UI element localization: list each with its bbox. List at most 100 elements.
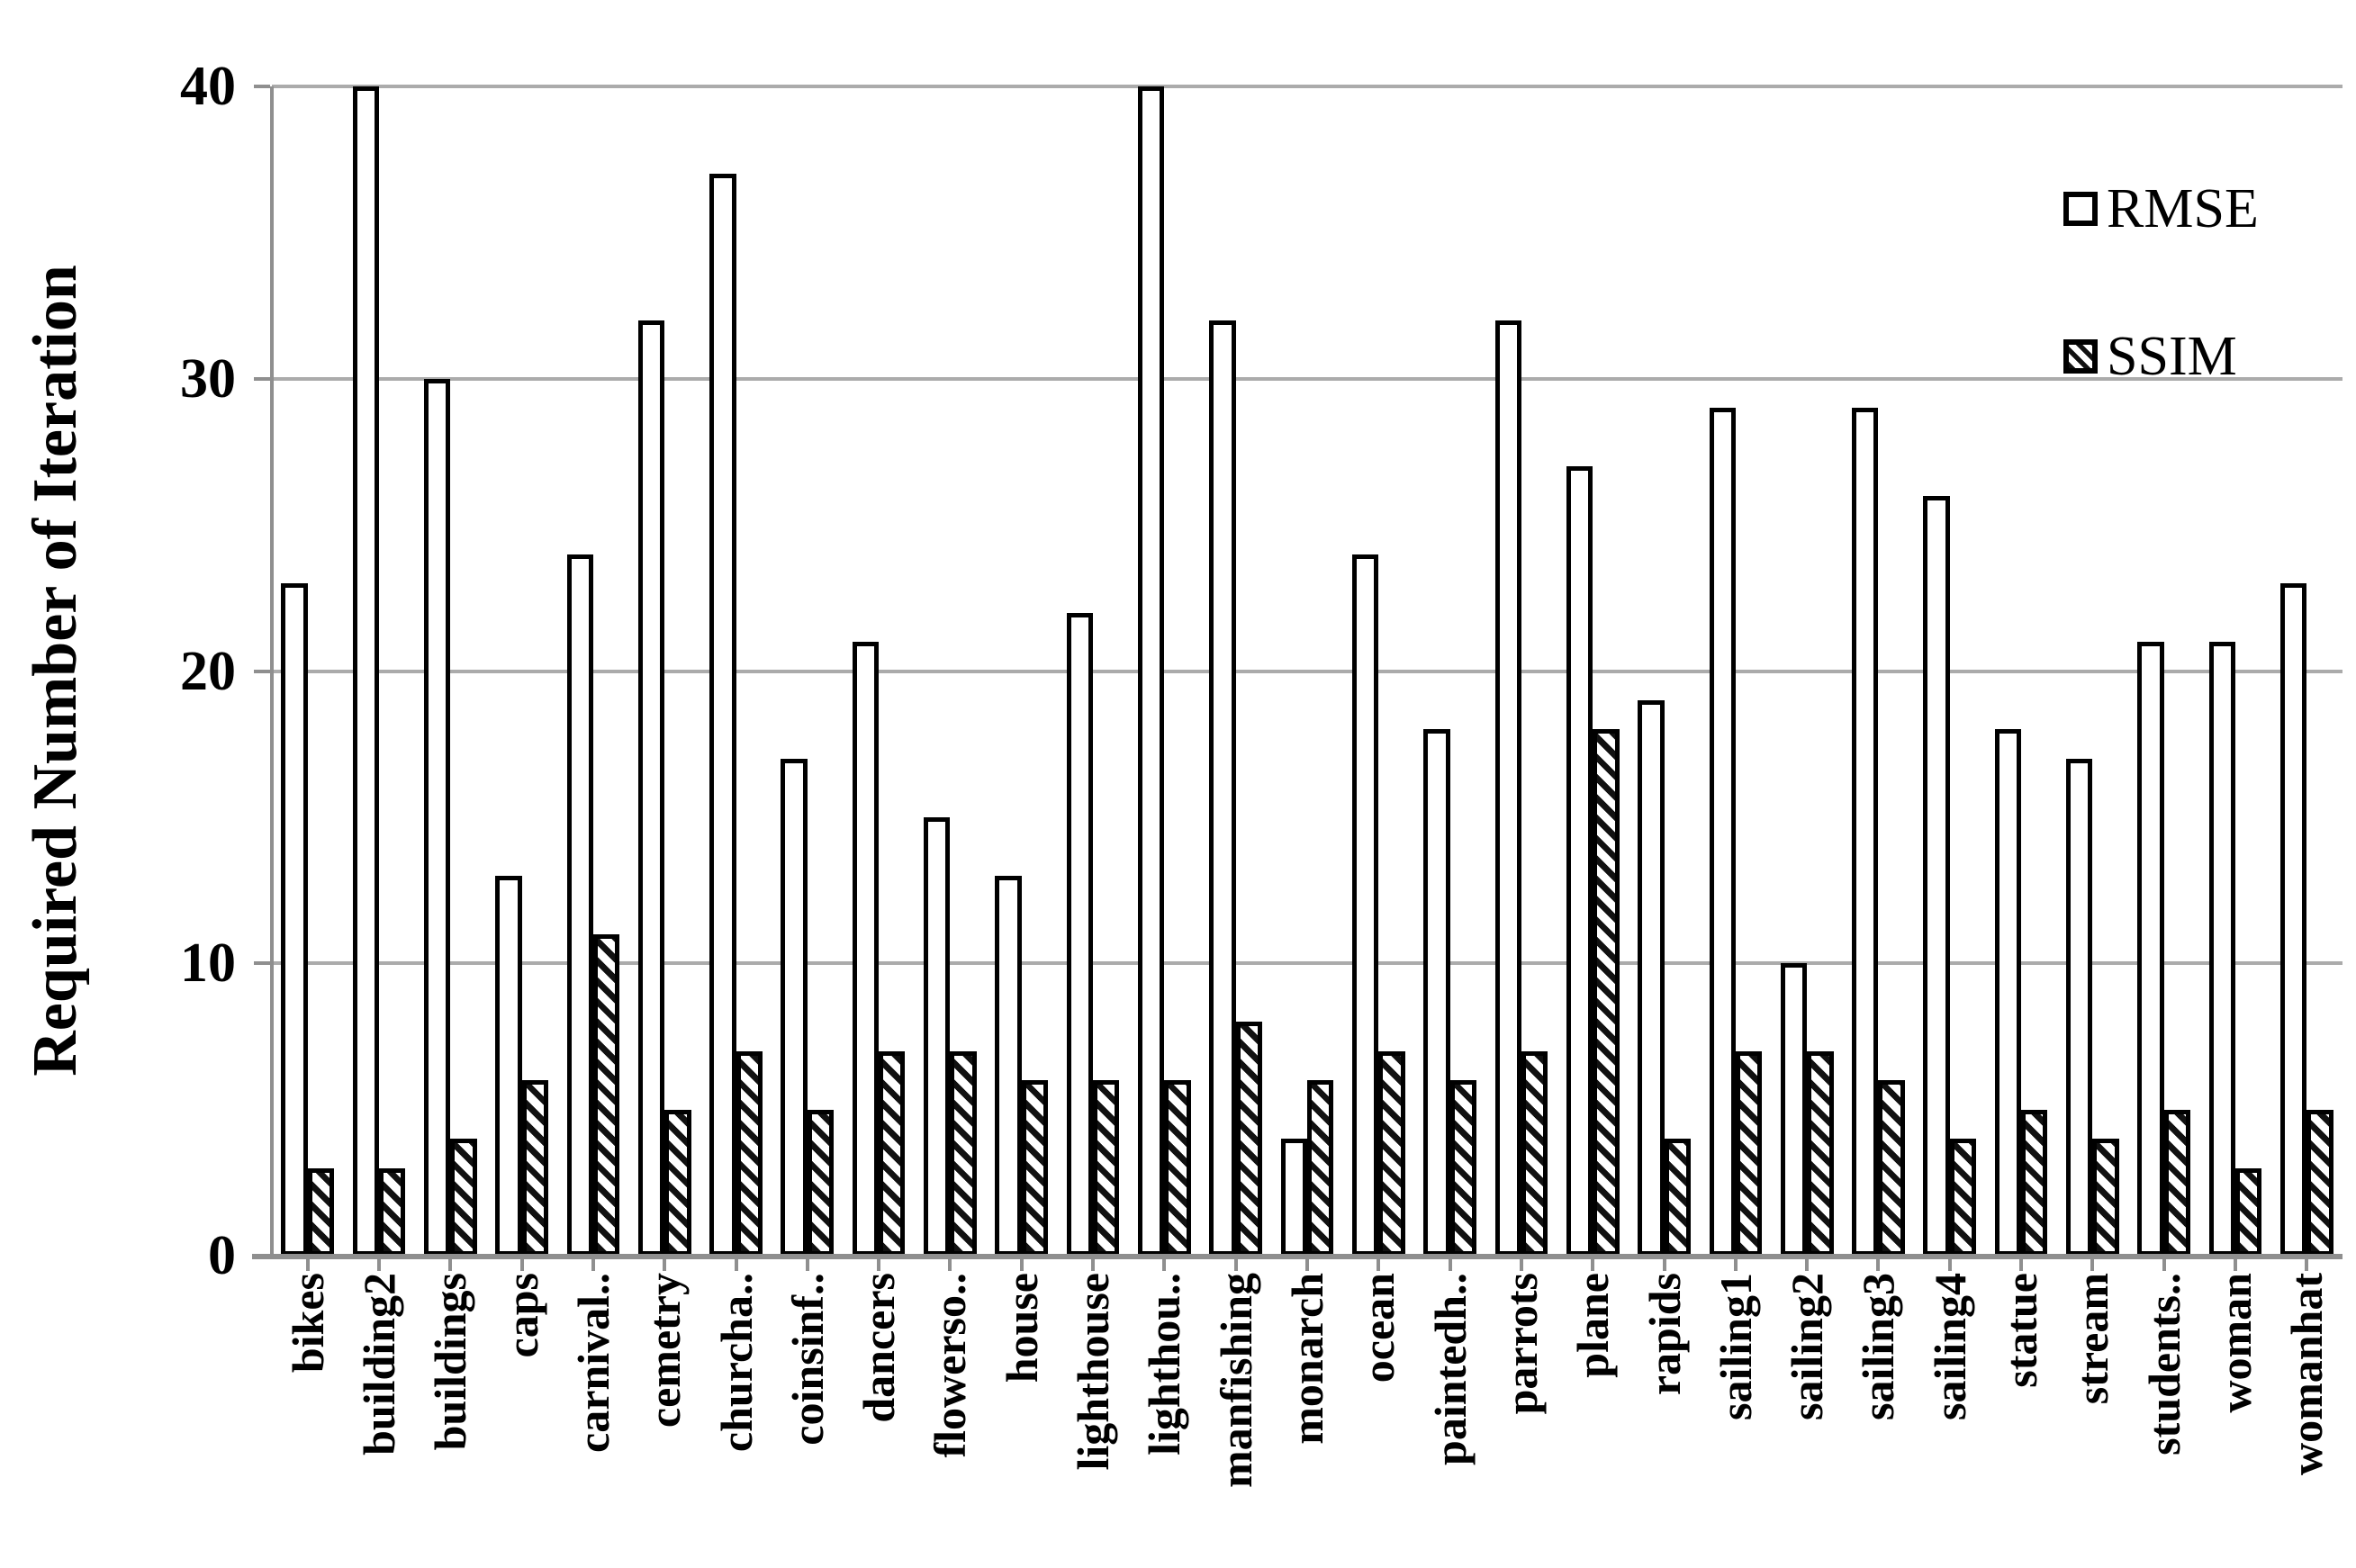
ssim-bar <box>1093 1080 1120 1256</box>
legend-label-ssim: SSIM <box>2107 325 2237 387</box>
rmse-bar <box>2066 758 2093 1256</box>
rmse-bar <box>1638 699 1665 1256</box>
rmse-bar <box>637 320 665 1256</box>
ssim-bar <box>592 933 620 1256</box>
rmse-bar <box>1280 1139 1307 1256</box>
x-category-label-text: sailing3 <box>1853 1273 1904 1420</box>
rmse-bar <box>2137 642 2164 1256</box>
x-category-label-text: dancers <box>853 1273 905 1423</box>
ssim-bar <box>378 1167 406 1256</box>
rmse-bar <box>1709 408 1736 1256</box>
y-axis-title: Required Number of Iteration <box>21 265 90 1077</box>
rmse-bar <box>1923 495 1950 1256</box>
x-tick <box>1876 1256 1881 1271</box>
ssim-bar <box>2092 1139 2119 1256</box>
x-tick <box>2234 1256 2238 1271</box>
y-tick-label-20: 20 <box>180 640 236 702</box>
x-category-label-text: statue <box>1996 1273 2047 1388</box>
x-tick <box>519 1256 524 1271</box>
x-category-label: buildings <box>415 1273 486 1450</box>
x-category-label-text: building2 <box>353 1273 404 1455</box>
x-category-label-text: womanhat <box>2281 1273 2333 1476</box>
x-category-label: churcha.. <box>700 1273 772 1452</box>
x-category-label: sailing1 <box>1700 1273 1771 1420</box>
rmse-bar <box>1494 320 1521 1256</box>
x-category-label: manfishing <box>1200 1273 1271 1488</box>
x-category-label: students.. <box>2128 1273 2199 1455</box>
x-category-label-text: ocean <box>1353 1273 1404 1383</box>
ssim-bar <box>1593 729 1620 1256</box>
x-tick <box>376 1256 381 1271</box>
y-tick-label-0: 0 <box>208 1225 236 1286</box>
rmse-bar <box>495 875 522 1256</box>
x-tick <box>1377 1256 1381 1271</box>
x-tick <box>305 1256 310 1271</box>
x-category-label: lighthouse <box>1057 1273 1128 1471</box>
x-tick <box>2090 1256 2095 1271</box>
x-category-label: stream <box>2057 1273 2128 1404</box>
ssim-bar <box>736 1050 763 1256</box>
legend-label-rmse: RMSE <box>2107 177 2259 239</box>
x-category-label-text: monarch <box>1281 1273 1332 1445</box>
x-category-label: bikes <box>272 1273 343 1373</box>
x-category-label-text: coinsinf.. <box>781 1273 833 1446</box>
ssim-bar <box>2235 1167 2262 1256</box>
ssim-bar <box>1521 1050 1548 1256</box>
x-category-label: house <box>986 1273 1057 1383</box>
x-tick <box>448 1256 453 1271</box>
x-tick <box>1662 1256 1666 1271</box>
ssim-bar <box>1378 1050 1405 1256</box>
x-tick <box>734 1256 738 1271</box>
ssim-bar <box>1949 1139 1977 1256</box>
ssim-bar <box>879 1050 906 1256</box>
ssim-swatch-icon <box>2063 339 2098 374</box>
x-category-label: flowerso.. <box>915 1273 986 1458</box>
y-tick-40 <box>254 85 270 88</box>
ssim-bar <box>1021 1080 1049 1256</box>
x-category-label-text: cemetry <box>639 1273 691 1428</box>
ssim-bar <box>521 1080 548 1256</box>
x-tick <box>1019 1256 1024 1271</box>
x-tick <box>1305 1256 1309 1271</box>
legend-item-ssim: SSIM <box>2063 324 2259 389</box>
rmse-bar <box>1852 408 1879 1256</box>
x-tick <box>1233 1256 1238 1271</box>
rmse-bar <box>281 583 308 1256</box>
x-category-label: cemetry <box>629 1273 700 1428</box>
rmse-bar <box>995 875 1022 1256</box>
x-category-label: building2 <box>343 1273 414 1455</box>
ssim-bar <box>950 1050 977 1256</box>
x-category-label-text: parrots <box>1495 1273 1547 1415</box>
ssim-bar <box>450 1139 477 1256</box>
x-category-label: sailing2 <box>1772 1273 1843 1420</box>
x-category-label: dancers <box>843 1273 914 1423</box>
x-category-label-text: bikes <box>282 1273 333 1374</box>
x-category-label-text: sailing4 <box>1924 1273 1975 1420</box>
x-tick <box>2162 1256 2166 1271</box>
rmse-bar <box>781 758 808 1256</box>
rmse-bar <box>924 816 951 1256</box>
y-tick-10 <box>254 961 270 966</box>
x-tick <box>1591 1256 1595 1271</box>
rmse-bar <box>423 378 451 1256</box>
ssim-bar <box>1449 1080 1476 1256</box>
x-tick <box>1519 1256 1523 1271</box>
x-category-label-text: students.. <box>2138 1273 2189 1455</box>
x-category-label-text: lighthouse <box>1068 1273 1119 1471</box>
rmse-bar <box>1780 963 1808 1256</box>
x-category-label-text: manfishing <box>1210 1273 1261 1488</box>
x-category-label: sailing3 <box>1843 1273 1914 1420</box>
x-tick <box>1091 1256 1096 1271</box>
x-category-label: womanhat <box>2271 1273 2342 1475</box>
x-axis-line <box>252 1254 2342 1259</box>
x-category-label-text: plane <box>1567 1273 1619 1378</box>
y-tick-label-10: 10 <box>180 933 236 995</box>
x-category-label-text: sailing2 <box>1782 1273 1833 1420</box>
x-category-label: rapids <box>1629 1273 1700 1395</box>
x-tick <box>1448 1256 1452 1271</box>
x-category-label: woman <box>2199 1273 2270 1413</box>
y-tick-label-40: 40 <box>180 56 236 117</box>
x-tick <box>1162 1256 1167 1271</box>
legend-item-rmse: RMSE <box>2063 176 2259 241</box>
x-category-label-text: house <box>996 1273 1047 1383</box>
